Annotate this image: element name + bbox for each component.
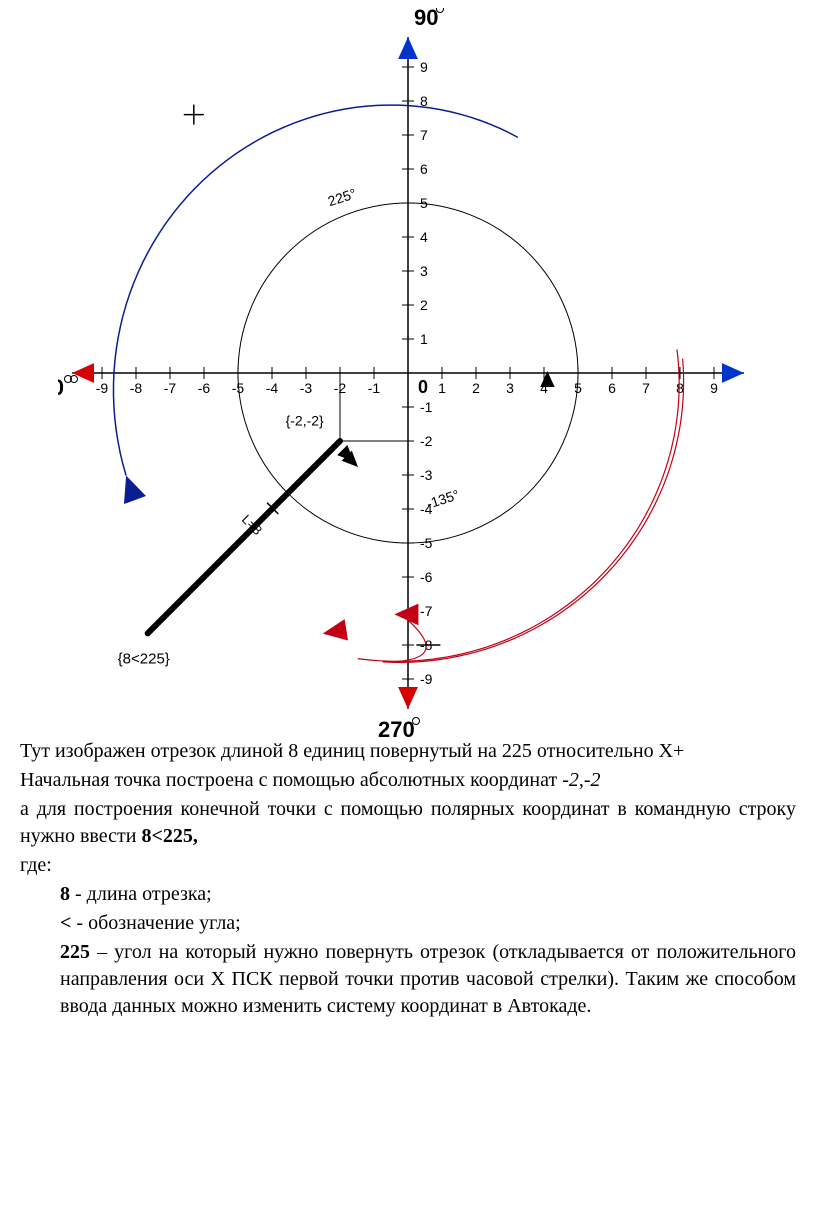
svg-text:-9: -9 xyxy=(96,380,109,396)
svg-text:270: 270 xyxy=(378,717,415,738)
svg-text:-1: -1 xyxy=(368,380,381,396)
svg-text:3: 3 xyxy=(506,380,514,396)
svg-text:90: 90 xyxy=(414,8,438,30)
svg-text:-8: -8 xyxy=(130,380,143,396)
svg-text:7: 7 xyxy=(420,127,428,143)
svg-text:-7: -7 xyxy=(164,380,177,396)
svg-text:-7: -7 xyxy=(420,603,433,619)
explanation-text: Тут изображен отрезок длиной 8 единиц по… xyxy=(0,738,816,1046)
paragraph-end-point: а для построения конечной точки с помощь… xyxy=(20,796,796,850)
paragraph-intro: Тут изображен отрезок длиной 8 единиц по… xyxy=(20,738,796,765)
list-item-length: 8 - длина отрезка; xyxy=(60,881,796,908)
svg-text:180: 180 xyxy=(58,375,64,400)
svg-text:1: 1 xyxy=(420,331,428,347)
svg-text:0: 0 xyxy=(418,377,428,397)
svg-text:2: 2 xyxy=(420,297,428,313)
svg-text:-6: -6 xyxy=(198,380,211,396)
svg-text:4: 4 xyxy=(420,229,428,245)
svg-text:-5: -5 xyxy=(420,535,433,551)
svg-text:6: 6 xyxy=(420,161,428,177)
svg-text:1: 1 xyxy=(438,380,446,396)
svg-text:-135°: -135° xyxy=(424,486,461,512)
svg-text:-9: -9 xyxy=(420,671,433,687)
svg-text:-1: -1 xyxy=(420,399,433,415)
paragraph-start-point: Начальная точка построена с помощью абсо… xyxy=(20,767,796,794)
list-item-angle-value: 225 – угол на который нужно повернуть от… xyxy=(60,939,796,1020)
svg-text:-3: -3 xyxy=(420,467,433,483)
svg-text:7: 7 xyxy=(642,380,650,396)
svg-text:9: 9 xyxy=(710,380,718,396)
svg-text:225°: 225° xyxy=(326,185,358,209)
svg-text:-6: -6 xyxy=(420,569,433,585)
svg-text:5: 5 xyxy=(420,195,428,211)
svg-text:-4: -4 xyxy=(266,380,279,396)
svg-text:{8<225}: {8<225} xyxy=(118,650,170,667)
svg-text:6: 6 xyxy=(608,380,616,396)
svg-text:3: 3 xyxy=(420,263,428,279)
svg-text:2: 2 xyxy=(472,380,480,396)
svg-text:-2: -2 xyxy=(420,433,433,449)
paragraph-where: где: xyxy=(20,852,796,879)
svg-text:9: 9 xyxy=(420,59,428,75)
polar-coordinate-diagram: -9-9-8-8-7-7-6-6-5-5-4-4-3-3-2-2-1-11122… xyxy=(0,0,816,738)
svg-text:-3: -3 xyxy=(300,380,313,396)
svg-text:{-2,-2}: {-2,-2} xyxy=(286,413,324,429)
list-item-angle-symbol: < - обозначение угла; xyxy=(60,910,796,937)
